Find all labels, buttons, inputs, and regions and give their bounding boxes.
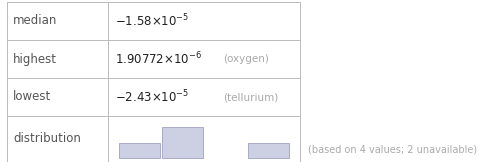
Polygon shape [248, 143, 289, 158]
Text: distribution: distribution [13, 133, 81, 145]
Text: (based on 4 values; 2 unavailable): (based on 4 values; 2 unavailable) [308, 145, 477, 155]
Polygon shape [119, 143, 160, 158]
Text: highest: highest [13, 52, 57, 65]
Text: $1.90772{\times}10^{-6}$: $1.90772{\times}10^{-6}$ [115, 51, 202, 67]
Text: lowest: lowest [13, 91, 51, 104]
Text: median: median [13, 15, 58, 28]
Polygon shape [162, 127, 203, 158]
Text: (oxygen): (oxygen) [223, 54, 269, 64]
Text: (tellurium): (tellurium) [223, 92, 278, 102]
Text: $-2.43{\times}10^{-5}$: $-2.43{\times}10^{-5}$ [115, 89, 189, 105]
Text: $-1.58{\times}10^{-5}$: $-1.58{\times}10^{-5}$ [115, 13, 189, 29]
